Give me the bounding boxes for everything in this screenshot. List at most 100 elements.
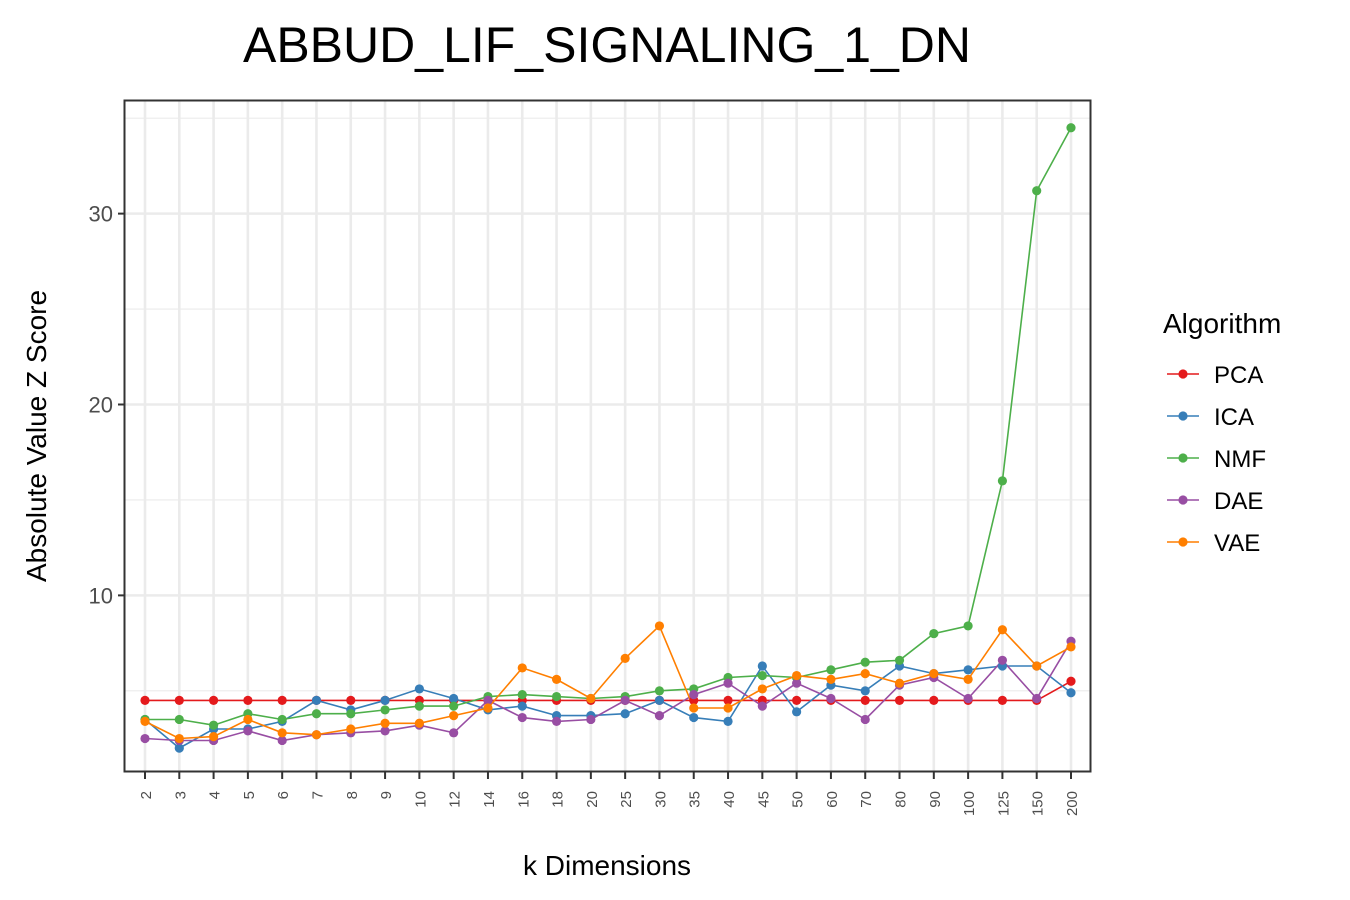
x-axis-title: k Dimensions [523, 850, 691, 881]
x-tick-label: 100 [961, 791, 978, 816]
data-point-dae [792, 678, 802, 688]
data-point-vae [1066, 642, 1076, 652]
data-point-nmf [757, 670, 767, 681]
legend-label-dae: DAE [1214, 488, 1263, 515]
legend-key-point [1178, 369, 1188, 379]
y-tick-label: 30 [89, 202, 113, 227]
data-point-dae [483, 695, 493, 705]
legend: Algorithm PCA ICA NMF DAE VAE [1163, 308, 1281, 557]
chart-title: ABBUD_LIF_SIGNALING_1_DN [243, 17, 971, 73]
x-tick-label: 7 [309, 791, 326, 799]
data-point-dae [277, 735, 287, 746]
data-point-vae [243, 714, 253, 725]
legend-label-vae: VAE [1214, 530, 1260, 557]
data-point-dae [517, 712, 527, 723]
x-tick-label: 6 [275, 791, 292, 799]
data-point-pca [1066, 676, 1076, 686]
x-tick-label: 2 [138, 791, 155, 799]
data-point-vae [997, 625, 1008, 635]
legend-label-pca: PCA [1214, 362, 1263, 389]
x-tick-label: 60 [824, 791, 841, 808]
data-point-dae [620, 695, 630, 705]
legend-item-ica: ICA [1167, 404, 1254, 431]
legend-item-nmf: NMF [1167, 446, 1266, 473]
data-point-dae [1032, 693, 1042, 704]
data-point-vae [140, 716, 150, 726]
data-point-pca [894, 695, 905, 705]
x-tick-label: 4 [207, 791, 224, 799]
data-point-nmf [929, 628, 939, 639]
x-axis: 2 3 4 5 6 7 8 9 10 12 14 16 18 20 25 30 35 40 45 50 60 70 80 90… [138, 772, 1081, 816]
x-tick-label: 8 [344, 791, 361, 799]
legend-item-pca: PCA [1167, 362, 1263, 389]
series-line-nmf [145, 127, 1072, 727]
data-point-ica [963, 665, 973, 675]
data-point-vae [311, 730, 322, 740]
y-axis-title: Absolute Value Z Score [21, 290, 52, 582]
legend-item-vae: VAE [1167, 530, 1260, 557]
x-tick-label: 70 [858, 791, 875, 808]
x-tick-label: 20 [584, 791, 601, 808]
data-point-vae [551, 674, 562, 684]
data-point-vae [346, 724, 356, 734]
plot-grid [125, 101, 1090, 771]
data-point-nmf [826, 665, 836, 675]
data-point-nmf [311, 709, 322, 719]
series-line-ica [144, 664, 1072, 750]
x-tick-label: 10 [412, 791, 429, 808]
data-point-nmf [1032, 186, 1042, 196]
plot-points [140, 123, 1076, 753]
x-tick-label: 50 [790, 791, 807, 808]
x-tick-label: 12 [447, 791, 464, 808]
data-point-dae [654, 711, 665, 721]
data-point-ica [449, 693, 459, 704]
data-point-vae [860, 669, 870, 679]
data-point-vae [929, 669, 939, 679]
legend-key-point [1178, 453, 1188, 463]
x-tick-label: 45 [755, 791, 772, 808]
data-point-vae [174, 733, 184, 744]
data-point-pca [860, 695, 870, 705]
data-point-nmf [654, 686, 665, 696]
x-tick-label: 16 [515, 791, 532, 808]
data-point-pca [723, 695, 733, 705]
data-point-ica [689, 712, 699, 723]
y-tick-label: 20 [89, 393, 113, 418]
x-tick-label: 18 [550, 791, 567, 808]
data-point-pca [346, 695, 356, 705]
x-tick-label: 25 [618, 791, 635, 808]
data-point-dae [723, 678, 733, 688]
data-point-vae [894, 678, 905, 688]
data-point-dae [380, 726, 390, 736]
data-point-dae [586, 714, 596, 725]
legend-key-point [1178, 411, 1188, 421]
data-point-ica [1066, 688, 1076, 698]
data-point-dae [860, 714, 870, 725]
data-point-nmf [551, 691, 562, 702]
data-point-ica [654, 695, 665, 705]
data-point-ica [414, 684, 424, 694]
y-axis: 10 20 30 [89, 202, 124, 608]
data-point-pca [208, 695, 219, 705]
x-tick-label: 150 [1030, 791, 1047, 816]
data-point-pca [140, 695, 150, 705]
x-tick-label: 200 [1064, 791, 1081, 816]
data-point-dae [551, 716, 562, 726]
data-point-dae [243, 726, 253, 736]
data-point-nmf [449, 701, 459, 711]
x-tick-label: 9 [378, 791, 395, 799]
legend-label-ica: ICA [1214, 404, 1254, 431]
data-point-vae [380, 718, 390, 728]
data-point-nmf [1066, 123, 1076, 133]
x-tick-label: 90 [927, 791, 944, 808]
data-point-dae [757, 701, 767, 711]
data-point-vae [517, 663, 527, 673]
data-point-vae [757, 684, 767, 694]
data-point-ica [517, 701, 527, 711]
legend-item-dae: DAE [1167, 488, 1263, 515]
data-point-nmf [963, 621, 973, 631]
x-tick-label: 14 [481, 791, 498, 808]
data-point-vae [620, 653, 630, 663]
data-point-nmf [997, 476, 1008, 486]
